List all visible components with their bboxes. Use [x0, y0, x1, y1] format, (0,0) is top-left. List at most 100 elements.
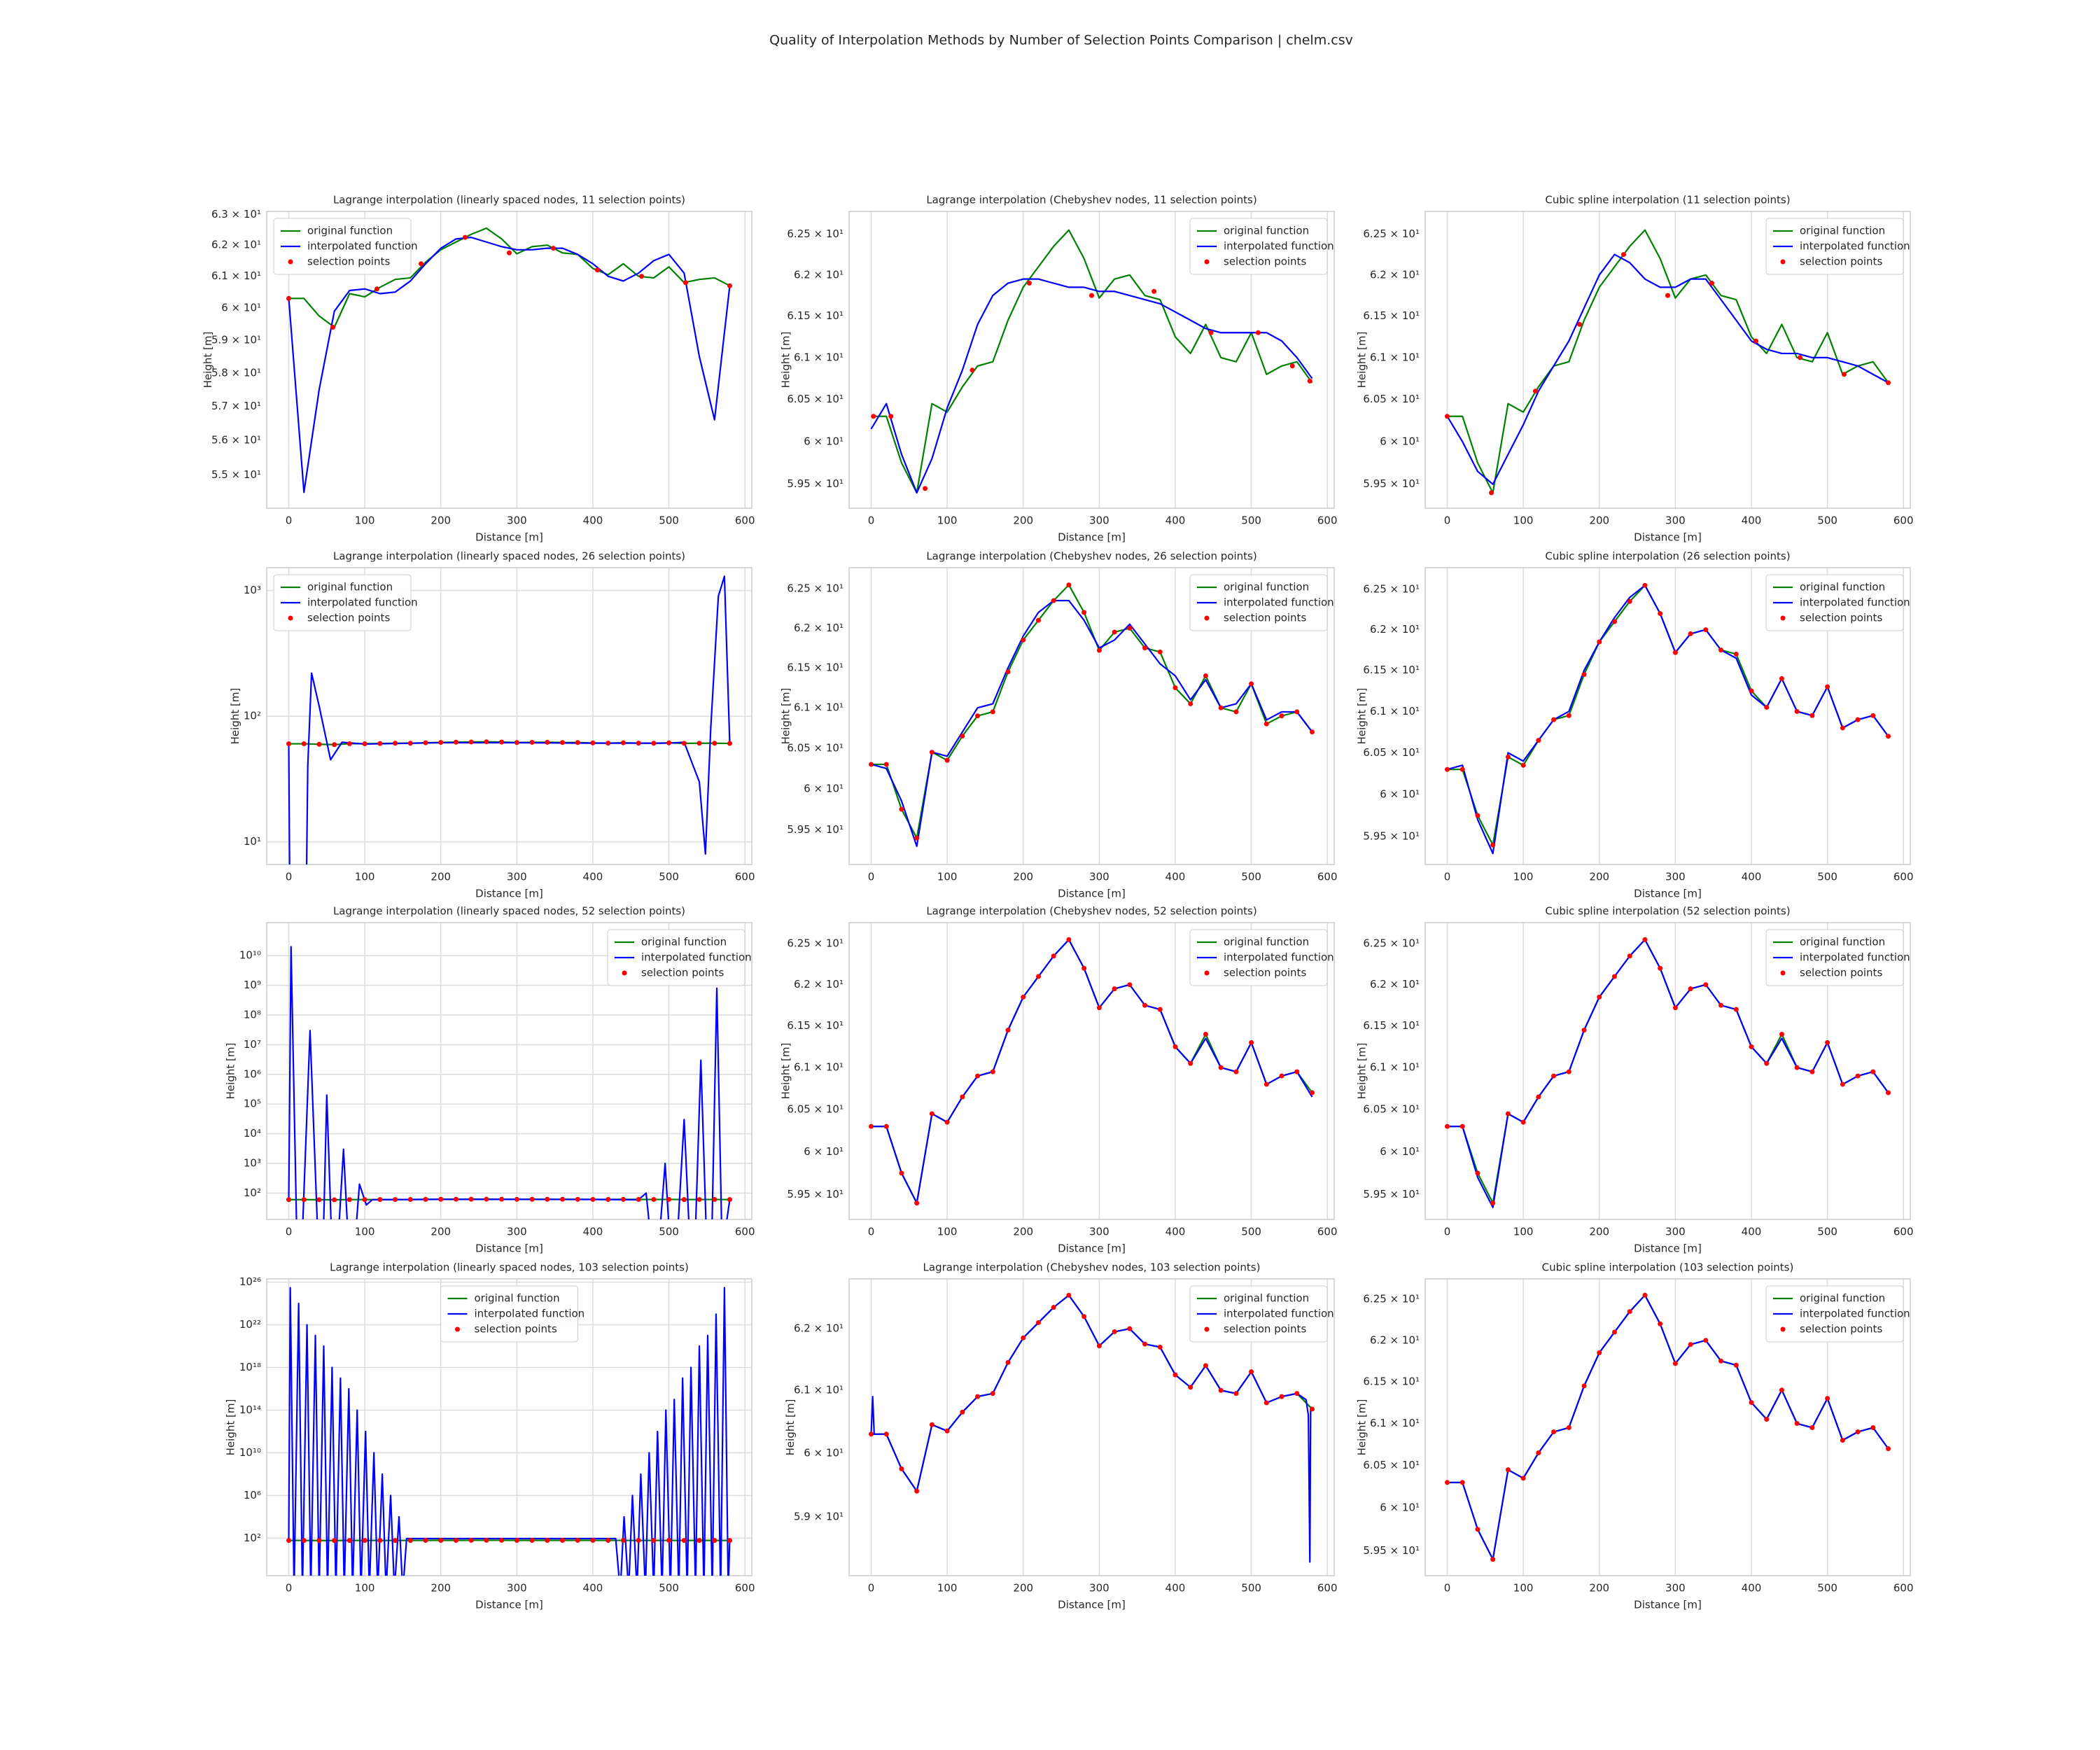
selection-point — [1208, 330, 1214, 335]
selection-point — [620, 1538, 626, 1544]
x-tick-label: 600 — [1317, 871, 1338, 883]
selection-point — [1035, 974, 1041, 979]
selection-point — [286, 295, 291, 301]
selection-point — [1188, 701, 1194, 706]
legend-label: original function — [475, 1292, 560, 1305]
legend-label: selection points — [475, 1323, 557, 1336]
subplot-title: Lagrange interpolation (Chebyshev nodes,… — [926, 550, 1256, 563]
x-axis-label: Distance [m] — [1634, 888, 1702, 900]
x-tick-label: 200 — [1589, 871, 1609, 883]
legend-label: original function — [1800, 225, 1885, 237]
x-tick-label: 300 — [507, 1226, 527, 1238]
y-tick-label: 6.1 × 10¹ — [1370, 1417, 1420, 1429]
selection-point — [1764, 1417, 1770, 1422]
x-tick-label: 0 — [868, 871, 875, 883]
selection-point — [1112, 629, 1117, 635]
y-tick-label: 10⁶ — [244, 1068, 261, 1080]
x-tick-label: 600 — [1893, 1226, 1914, 1238]
x-tick-label: 100 — [355, 514, 375, 527]
legend-marker — [1780, 259, 1786, 265]
selection-point — [1005, 1028, 1011, 1033]
legend-label: interpolated function — [1224, 951, 1334, 964]
selection-point — [975, 713, 981, 719]
selection-point — [975, 1073, 981, 1079]
selection-point — [1870, 1069, 1876, 1074]
selection-point — [1005, 669, 1011, 675]
line-series — [288, 1287, 731, 1576]
selection-point — [1779, 676, 1784, 681]
legend-label: original function — [307, 225, 393, 237]
y-tick-label: 6.05 × 10¹ — [787, 1103, 844, 1116]
selection-point — [1096, 1005, 1102, 1011]
selection-point — [1621, 252, 1626, 258]
selection-point — [1157, 1344, 1163, 1350]
selection-point — [1764, 1060, 1770, 1066]
line-series — [1447, 584, 1889, 855]
y-tick-label: 6.2 × 10¹ — [794, 1322, 844, 1335]
selection-point — [1127, 982, 1133, 988]
selection-point — [316, 741, 322, 747]
x-tick-label: 200 — [430, 1582, 451, 1595]
selection-point — [1672, 1361, 1678, 1366]
selection-point — [499, 1537, 505, 1543]
selection-point — [1249, 1040, 1254, 1045]
selection-point — [1142, 645, 1148, 651]
plot-area — [1445, 1292, 1891, 1562]
selection-point — [286, 741, 291, 747]
axes-frame — [266, 567, 752, 865]
y-axis-label: Height [m] — [780, 332, 792, 388]
selection-point — [1855, 1073, 1861, 1079]
x-tick-label: 300 — [1665, 1226, 1686, 1238]
selection-point — [1505, 754, 1511, 760]
legend-marker — [1780, 615, 1786, 621]
y-tick-label: 6 × 10¹ — [1380, 788, 1420, 800]
selection-point — [1142, 1002, 1148, 1008]
y-tick-label: 6 × 10¹ — [1380, 1502, 1420, 1514]
selection-point — [1703, 627, 1709, 633]
selection-point — [1642, 582, 1648, 588]
selection-point — [1733, 651, 1739, 657]
selection-point — [545, 739, 550, 745]
selection-point — [606, 1538, 611, 1544]
selection-point — [975, 1394, 981, 1399]
subplot: 0 100 200 300 400 500 600 5.95 × 10¹ 6 × 10¹ 6.05… — [780, 194, 1338, 544]
y-axis-label: Height [m] — [1356, 688, 1368, 745]
selection-point — [1794, 708, 1800, 714]
x-tick-label: 600 — [1317, 514, 1338, 527]
subplot-title: Lagrange interpolation (linearly spaced … — [333, 905, 685, 918]
subplot-title: Lagrange interpolation (linearly spaced … — [333, 194, 685, 206]
x-tick-label: 500 — [1817, 1582, 1837, 1595]
selection-point — [1809, 1069, 1815, 1074]
y-tick-label: 6.1 × 10¹ — [1370, 351, 1420, 363]
x-tick-label: 300 — [507, 871, 527, 883]
x-axis-label: Distance [m] — [1058, 1242, 1126, 1255]
selection-point — [1096, 648, 1102, 653]
y-tick-label: 10⁸ — [244, 1009, 261, 1021]
selection-point — [575, 1538, 580, 1544]
legend: original function interpolated function se… — [1189, 929, 1334, 986]
y-tick-label: 6 × 10¹ — [804, 435, 844, 447]
selection-point — [1825, 1040, 1830, 1045]
x-tick-label: 200 — [1013, 871, 1033, 883]
legend-label: interpolated function — [1800, 951, 1910, 964]
legend: original function interpolated function se… — [607, 929, 752, 986]
selection-point — [1294, 709, 1300, 715]
selection-point — [286, 1197, 291, 1203]
selection-point — [1886, 734, 1891, 739]
selection-point — [666, 740, 672, 746]
selection-point — [393, 741, 398, 746]
x-tick-label: 300 — [1089, 1582, 1110, 1595]
subplot-title: Lagrange interpolation (Chebyshev nodes,… — [926, 194, 1256, 206]
legend-label: original function — [1224, 936, 1309, 948]
selection-point — [914, 1200, 920, 1206]
selection-point — [636, 1538, 641, 1544]
selection-point — [332, 1538, 337, 1544]
y-tick-label: 6 × 10¹ — [221, 301, 261, 314]
selection-point — [1112, 1329, 1117, 1335]
y-tick-label: 10²² — [239, 1318, 261, 1331]
selection-point — [1066, 1292, 1072, 1298]
x-axis-label: Distance [m] — [1058, 1599, 1126, 1611]
legend-label: original function — [1800, 581, 1885, 594]
selection-point — [990, 1391, 995, 1396]
selection-point — [1051, 1305, 1056, 1310]
